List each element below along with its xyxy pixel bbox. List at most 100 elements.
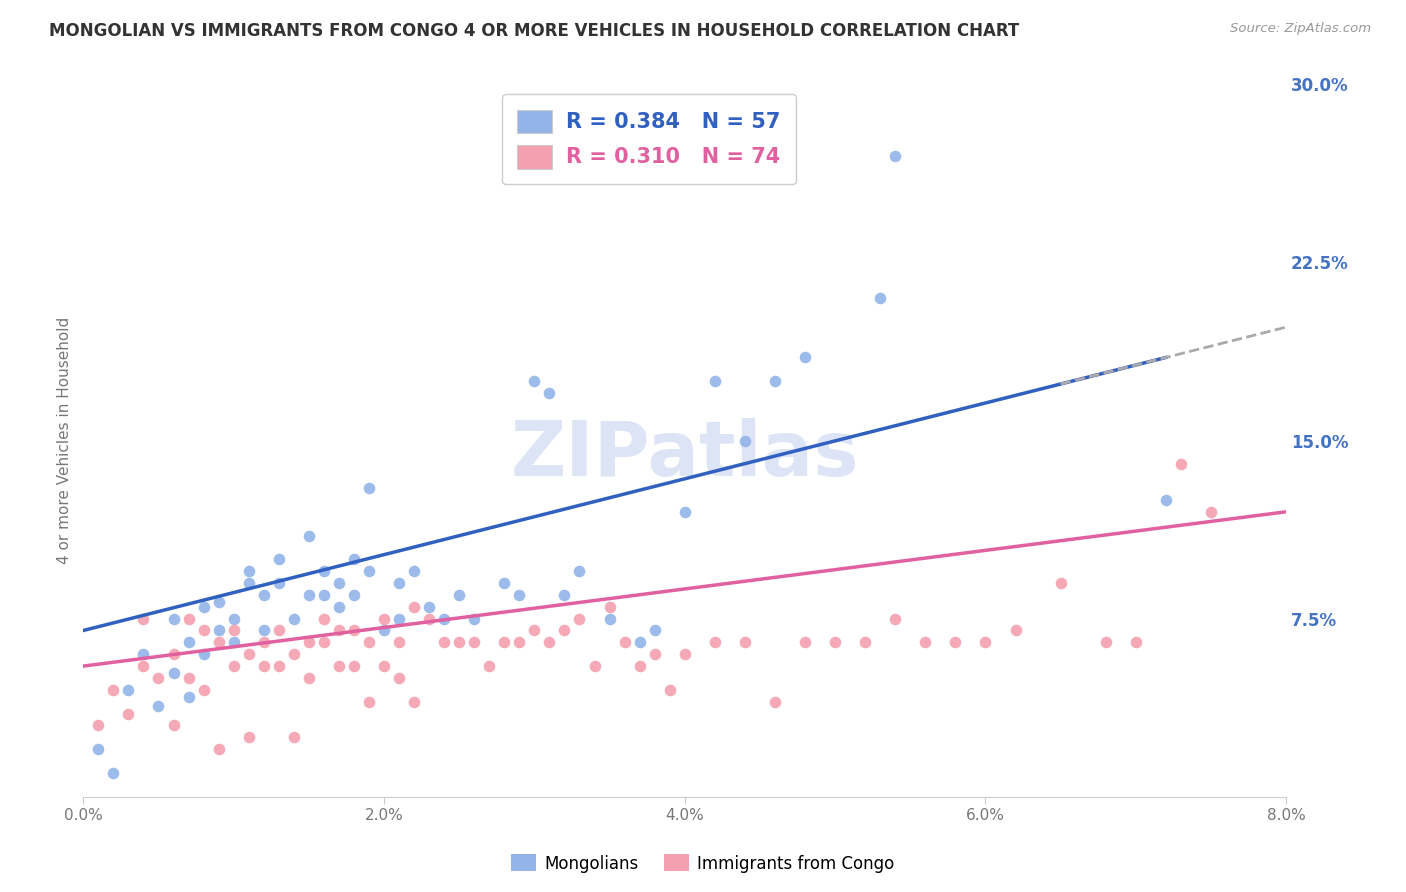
Point — [283, 647, 305, 661]
Point — [763, 695, 786, 709]
Point — [222, 612, 245, 626]
Point — [357, 481, 380, 495]
Point — [508, 635, 530, 649]
Point — [357, 695, 380, 709]
Point — [628, 635, 651, 649]
Point — [523, 624, 546, 638]
Point — [404, 695, 426, 709]
Point — [538, 635, 561, 649]
Point — [373, 612, 395, 626]
Point — [207, 635, 229, 649]
Point — [1154, 492, 1177, 507]
Point — [267, 576, 290, 591]
Point — [253, 588, 276, 602]
Point — [568, 564, 591, 578]
Point — [404, 599, 426, 614]
Point — [1094, 635, 1116, 649]
Point — [328, 659, 350, 673]
Point — [193, 682, 215, 697]
Point — [388, 671, 411, 685]
Point — [763, 374, 786, 388]
Point — [523, 374, 546, 388]
Point — [463, 612, 485, 626]
Point — [177, 612, 200, 626]
Point — [945, 635, 967, 649]
Point — [703, 635, 725, 649]
Point — [1125, 635, 1147, 649]
Point — [884, 612, 907, 626]
Point — [103, 766, 125, 780]
Point — [388, 612, 411, 626]
Point — [193, 599, 215, 614]
Point — [914, 635, 936, 649]
Point — [162, 718, 184, 732]
Point — [87, 742, 110, 756]
Point — [132, 647, 155, 661]
Point — [974, 635, 997, 649]
Point — [267, 552, 290, 566]
Point — [298, 635, 321, 649]
Text: MONGOLIAN VS IMMIGRANTS FROM CONGO 4 OR MORE VEHICLES IN HOUSEHOLD CORRELATION C: MONGOLIAN VS IMMIGRANTS FROM CONGO 4 OR … — [49, 22, 1019, 40]
Point — [433, 635, 456, 649]
Point — [869, 291, 891, 305]
Point — [193, 647, 215, 661]
Point — [298, 671, 321, 685]
Point — [478, 659, 501, 673]
Point — [328, 599, 350, 614]
Point — [162, 612, 184, 626]
Text: Source: ZipAtlas.com: Source: ZipAtlas.com — [1230, 22, 1371, 36]
Point — [508, 588, 530, 602]
Point — [734, 434, 756, 448]
Point — [418, 599, 440, 614]
Point — [1049, 576, 1071, 591]
Point — [253, 635, 276, 649]
Point — [207, 595, 229, 609]
Point — [267, 624, 290, 638]
Point — [298, 528, 321, 542]
Point — [328, 576, 350, 591]
Point — [177, 635, 200, 649]
Point — [553, 624, 575, 638]
Point — [222, 635, 245, 649]
Point — [388, 576, 411, 591]
Point — [148, 699, 170, 714]
Point — [583, 659, 606, 673]
Point — [673, 647, 696, 661]
Point — [628, 659, 651, 673]
Point — [343, 659, 366, 673]
Point — [1199, 505, 1222, 519]
Point — [853, 635, 876, 649]
Point — [1170, 458, 1192, 472]
Point — [794, 635, 817, 649]
Point — [884, 149, 907, 163]
Point — [599, 612, 621, 626]
Point — [433, 612, 456, 626]
Point — [267, 659, 290, 673]
Point — [449, 635, 471, 649]
Point — [312, 564, 335, 578]
Point — [673, 505, 696, 519]
Point — [312, 635, 335, 649]
Point — [568, 612, 591, 626]
Point — [658, 682, 681, 697]
Point — [283, 612, 305, 626]
Point — [117, 682, 139, 697]
Point — [222, 659, 245, 673]
Legend: R = 0.384   N = 57, R = 0.310   N = 74: R = 0.384 N = 57, R = 0.310 N = 74 — [502, 95, 796, 185]
Point — [253, 659, 276, 673]
Point — [343, 588, 366, 602]
Text: ZIPatlas: ZIPatlas — [510, 417, 859, 491]
Point — [553, 588, 575, 602]
Point — [177, 690, 200, 704]
Point — [132, 612, 155, 626]
Point — [599, 599, 621, 614]
Point — [162, 666, 184, 681]
Point — [463, 635, 485, 649]
Point — [222, 624, 245, 638]
Point — [193, 624, 215, 638]
Point — [418, 612, 440, 626]
Point — [644, 647, 666, 661]
Point — [238, 576, 260, 591]
Point — [373, 659, 395, 673]
Legend: Mongolians, Immigrants from Congo: Mongolians, Immigrants from Congo — [505, 847, 901, 880]
